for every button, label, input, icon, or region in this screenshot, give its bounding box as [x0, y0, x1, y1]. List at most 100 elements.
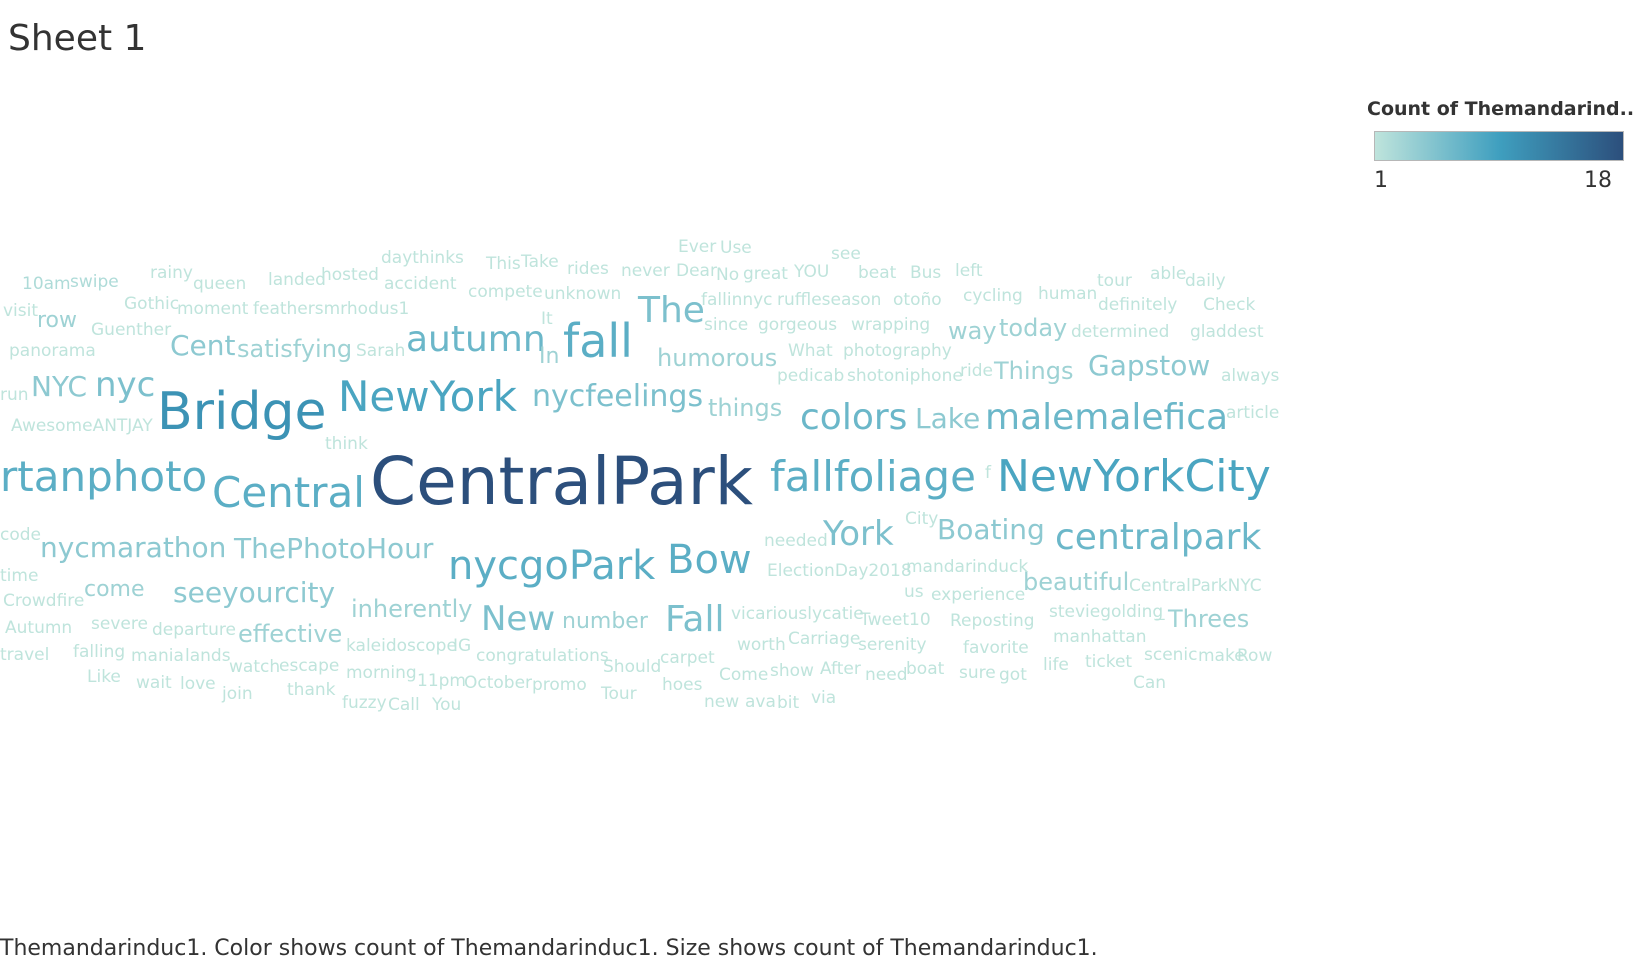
word-mark[interactable]: mandarinduck: [906, 557, 1029, 577]
word-mark[interactable]: falling: [73, 642, 126, 662]
word-mark[interactable]: After: [820, 659, 861, 679]
word-mark[interactable]: York: [823, 514, 894, 554]
word-mark[interactable]: new: [704, 692, 740, 712]
word-mark[interactable]: fuzzy: [342, 693, 387, 713]
word-mark[interactable]: Bridge: [157, 382, 327, 442]
word-mark[interactable]: No: [716, 265, 740, 285]
word-mark[interactable]: effective: [238, 620, 343, 648]
word-mark[interactable]: number: [562, 609, 648, 634]
word-mark[interactable]: ruffleseason: [777, 290, 882, 310]
word-mark[interactable]: vicariouslycatie: [731, 604, 864, 624]
word-mark[interactable]: scenic: [1144, 645, 1198, 665]
word-mark[interactable]: 11pm: [417, 671, 466, 691]
word-mark[interactable]: got: [999, 665, 1027, 685]
word-mark[interactable]: nycmarathon: [40, 531, 227, 564]
word-mark[interactable]: beautiful: [1023, 568, 1130, 596]
word-mark[interactable]: wait: [136, 673, 172, 693]
word-mark[interactable]: Boating: [937, 513, 1045, 546]
word-mark[interactable]: NewYorkCity: [997, 451, 1271, 502]
word-mark[interactable]: cycling: [963, 286, 1023, 306]
word-mark[interactable]: gladdest: [1190, 322, 1264, 342]
word-mark[interactable]: run: [0, 385, 29, 405]
word-mark[interactable]: Like: [87, 667, 121, 687]
word-mark[interactable]: _: [1156, 601, 1165, 621]
word-mark[interactable]: code: [0, 525, 41, 545]
word-mark[interactable]: watch: [229, 657, 281, 677]
word-mark[interactable]: Take: [521, 252, 559, 272]
word-mark[interactable]: Central: [212, 468, 365, 517]
word-mark[interactable]: congratulations: [476, 646, 609, 666]
word-mark[interactable]: rides: [567, 259, 609, 279]
word-mark[interactable]: fallinnyc: [701, 290, 773, 310]
word-mark[interactable]: Call: [388, 695, 420, 715]
word-mark[interactable]: It: [541, 309, 553, 329]
word-mark[interactable]: row: [37, 308, 78, 333]
word-mark[interactable]: Threes: [1168, 605, 1250, 633]
word-mark[interactable]: Dear: [676, 261, 717, 281]
word-mark[interactable]: swipe: [70, 272, 119, 292]
word-mark[interactable]: tour: [1097, 271, 1132, 291]
word-mark[interactable]: rtanphoto: [0, 452, 208, 501]
word-mark[interactable]: mania: [131, 646, 184, 666]
word-mark[interactable]: New: [481, 599, 556, 639]
word-mark[interactable]: Crowdfire: [3, 591, 85, 611]
word-mark[interactable]: lands: [185, 646, 231, 666]
word-mark[interactable]: Tour: [601, 684, 637, 704]
word-mark[interactable]: sure: [959, 663, 996, 683]
word-mark[interactable]: otoño: [893, 290, 942, 310]
word-mark[interactable]: panorama: [9, 341, 96, 361]
word-mark[interactable]: time: [0, 566, 39, 586]
word-mark[interactable]: satisfying: [237, 335, 353, 363]
word-mark[interactable]: come: [84, 577, 145, 602]
word-mark[interactable]: What: [788, 341, 833, 361]
word-mark[interactable]: unknown: [544, 284, 622, 304]
word-mark[interactable]: Autumn: [5, 618, 73, 638]
word-mark[interactable]: This: [486, 254, 521, 274]
word-mark[interactable]: never: [621, 261, 670, 281]
word-mark[interactable]: Row: [1237, 646, 1273, 666]
word-mark[interactable]: Can: [1133, 673, 1167, 693]
word-mark[interactable]: since: [704, 315, 749, 335]
word-mark[interactable]: NewYork: [338, 372, 517, 421]
word-mark[interactable]: City: [905, 509, 939, 529]
word-mark[interactable]: moment: [177, 299, 249, 319]
word-mark[interactable]: travel: [0, 645, 50, 665]
word-mark[interactable]: make: [1198, 646, 1245, 666]
word-mark[interactable]: humorous: [657, 344, 778, 372]
word-mark[interactable]: wrapping: [851, 315, 931, 335]
word-mark[interactable]: Tweet10: [860, 610, 931, 630]
word-mark[interactable]: hoes: [662, 675, 703, 695]
word-mark[interactable]: accident: [384, 274, 457, 294]
word-mark[interactable]: think: [325, 434, 368, 454]
word-mark[interactable]: Check: [1203, 295, 1256, 315]
word-mark[interactable]: AwesomeANTJAY: [11, 416, 153, 436]
word-mark[interactable]: October: [464, 673, 533, 693]
word-mark[interactable]: life: [1043, 655, 1069, 675]
word-mark[interactable]: kaleidoscope: [346, 636, 457, 656]
word-mark[interactable]: escape: [279, 656, 340, 676]
word-mark[interactable]: bit: [777, 693, 800, 713]
word-mark[interactable]: human: [1038, 284, 1098, 304]
word-mark[interactable]: Bow: [667, 537, 752, 583]
word-mark[interactable]: Fall: [665, 599, 725, 640]
word-mark[interactable]: Come: [719, 665, 769, 685]
word-mark[interactable]: left: [955, 261, 983, 281]
word-mark[interactable]: great: [743, 264, 788, 284]
word-mark[interactable]: determined: [1071, 322, 1170, 342]
word-mark[interactable]: In: [539, 344, 560, 369]
word-mark[interactable]: Carriage: [788, 629, 861, 649]
word-mark[interactable]: compete: [468, 282, 543, 302]
word-mark[interactable]: join: [222, 684, 253, 704]
word-mark[interactable]: landed: [268, 270, 326, 290]
word-mark[interactable]: promo: [532, 675, 587, 695]
word-mark[interactable]: autumn: [406, 319, 546, 360]
word-mark[interactable]: see: [831, 244, 861, 264]
word-mark[interactable]: 10am: [22, 274, 71, 294]
word-mark[interactable]: Bus: [910, 263, 942, 283]
word-mark[interactable]: Sarah: [356, 341, 406, 361]
word-mark[interactable]: IG: [453, 636, 472, 656]
word-mark[interactable]: nyc: [95, 365, 156, 405]
word-mark[interactable]: NYC: [31, 370, 88, 403]
word-mark[interactable]: feathersmrhodus1: [253, 299, 410, 319]
word-mark[interactable]: need: [865, 665, 908, 685]
